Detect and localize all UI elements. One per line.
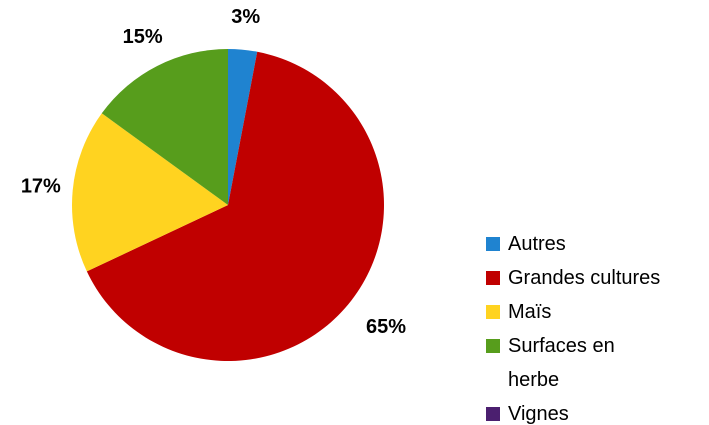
legend-label: Vignes bbox=[508, 403, 569, 425]
pie-slice bbox=[86, 51, 384, 362]
legend-item: Vignes bbox=[486, 397, 665, 425]
data-label: 17% bbox=[21, 176, 61, 198]
data-label: 15% bbox=[123, 26, 163, 48]
legend-item: Surfaces en herbe bbox=[486, 329, 665, 397]
legend-label: Surfaces en herbe bbox=[508, 335, 615, 391]
legend-label: Maïs bbox=[508, 301, 552, 323]
legend-item: Maïs bbox=[486, 295, 665, 329]
legend-label: Autres bbox=[508, 233, 566, 255]
legend-item: Grandes cultures bbox=[486, 261, 665, 295]
legend-item: Autres bbox=[486, 227, 665, 261]
legend-swatch bbox=[486, 407, 500, 421]
legend-swatch bbox=[486, 305, 500, 319]
legend: Autres Grandes cultures Maïs Surfaces en he… bbox=[486, 227, 665, 425]
legend-label: Grandes cultures bbox=[508, 267, 661, 289]
legend-swatch bbox=[486, 271, 500, 285]
data-label: 3% bbox=[231, 6, 260, 28]
legend-swatch bbox=[486, 339, 500, 353]
pie-slice bbox=[228, 49, 258, 205]
pie-slice bbox=[101, 49, 228, 205]
data-label: 65% bbox=[366, 316, 406, 338]
pie-slice bbox=[71, 113, 228, 272]
legend-swatch bbox=[486, 237, 500, 251]
